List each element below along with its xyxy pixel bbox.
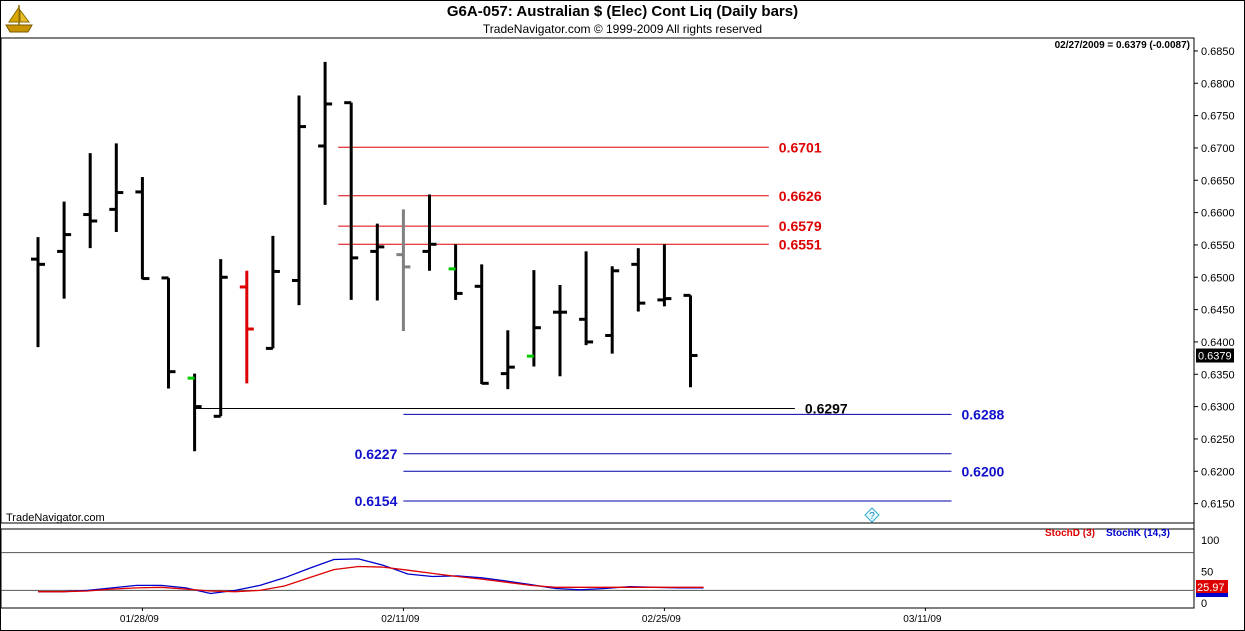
price-tick-label: 0.6200 (1201, 466, 1235, 478)
stochastic-tick-label: 50 (1201, 567, 1213, 579)
price-tick-label: 0.6650 (1201, 175, 1235, 187)
price-tick-label: 0.6750 (1201, 111, 1235, 123)
price-tick-label: 0.6250 (1201, 434, 1235, 446)
level-label-0.6626: 0.6626 (779, 188, 822, 204)
x-tick-label: 01/28/09 (120, 614, 159, 625)
price-tick-label: 0.6300 (1201, 402, 1235, 414)
watermark: TradeNavigator.com (6, 512, 105, 524)
level-label-0.6154: 0.6154 (355, 493, 398, 509)
x-tick-label: 02/11/09 (381, 614, 420, 625)
chart-subtitle: TradeNavigator.com © 1999-2009 All right… (482, 22, 763, 36)
price-tick-label: 0.6700 (1201, 143, 1235, 155)
price-tick-label: 0.6600 (1201, 208, 1235, 220)
stochastic-pane (0, 528, 1195, 609)
price-tick-label: 0.6800 (1201, 78, 1235, 90)
stoch-value-label: 25.97 (1197, 582, 1225, 594)
price-tick-label: 0.6450 (1201, 305, 1235, 317)
level-label-0.6227: 0.6227 (355, 446, 398, 462)
level-label-0.6200: 0.6200 (962, 463, 1005, 479)
stochastic-tick-label: 100 (1201, 535, 1219, 547)
price-tick-label: 0.6150 (1201, 499, 1235, 511)
stoch-value-box (1196, 580, 1228, 593)
level-label-0.6579: 0.6579 (779, 218, 822, 234)
last-price-box (1196, 348, 1234, 363)
level-label-0.6701: 0.6701 (779, 139, 822, 155)
price-tick-label: 0.6850 (1201, 46, 1235, 58)
x-tick-label: 02/25/09 (642, 614, 681, 625)
help-icon (864, 507, 880, 523)
x-tick-label: 03/11/09 (903, 614, 942, 625)
level-label-0.6288: 0.6288 (962, 406, 1005, 422)
price-tick-label: 0.6350 (1201, 369, 1235, 381)
last-price-label: 0.6379 (1198, 351, 1232, 363)
stoch-k-value-marker (1196, 593, 1228, 597)
stoch-k-line (38, 558, 704, 595)
price-tick-label: 0.6500 (1201, 272, 1235, 284)
level-label-0.6297: 0.6297 (805, 401, 848, 417)
stoch-k-legend: StochK (14,3) (1106, 528, 1170, 539)
price-tick-label: 0.6400 (1201, 337, 1235, 349)
price-readout: 02/27/2009 = 0.6379 (-0.0087) (1055, 40, 1190, 51)
stoch-d-line (38, 565, 704, 593)
stochastic-tick-label: 0 (1201, 598, 1207, 610)
price-tick-label: 0.6550 (1201, 240, 1235, 252)
help-icon-glyph: ? (869, 511, 875, 522)
stoch-d-legend: StochD (3) (1045, 528, 1095, 539)
price-pane (0, 37, 1195, 524)
level-label-0.6551: 0.6551 (779, 236, 822, 252)
sailing-ship-icon[interactable] (2, 2, 36, 36)
chart-title: G6A-057: Australian $ (Elec) Cont Liq (D… (446, 3, 799, 20)
